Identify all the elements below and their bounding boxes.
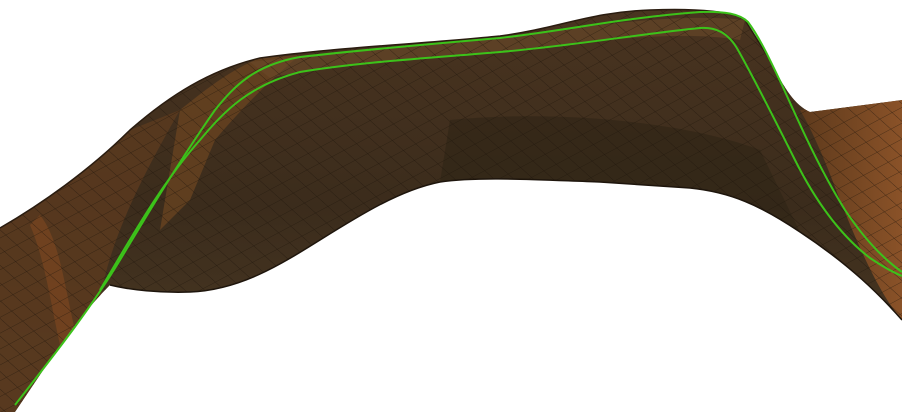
surface-edge [109, 178, 902, 321]
boundary-curve [14, 10, 902, 406]
surface-edge [0, 8, 771, 229]
boundary-curve [99, 26, 902, 291]
